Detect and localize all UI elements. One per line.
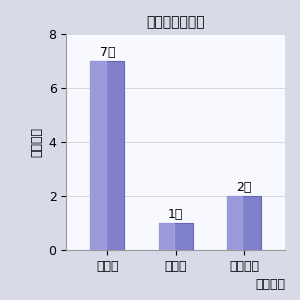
Bar (159, 223, 174, 250)
Bar (90, 61, 124, 250)
Text: 来年の予: 来年の予 (255, 278, 285, 291)
Bar (227, 196, 261, 250)
Title: ジャナル指の向: ジャナル指の向 (146, 15, 205, 29)
Bar (159, 223, 193, 250)
Text: 2人: 2人 (236, 181, 252, 194)
Bar (227, 196, 242, 250)
Text: 7人: 7人 (100, 46, 115, 59)
Y-axis label: 延べ人数: 延べ人数 (30, 127, 43, 157)
Bar (90, 61, 106, 250)
Text: 1人: 1人 (168, 208, 183, 220)
